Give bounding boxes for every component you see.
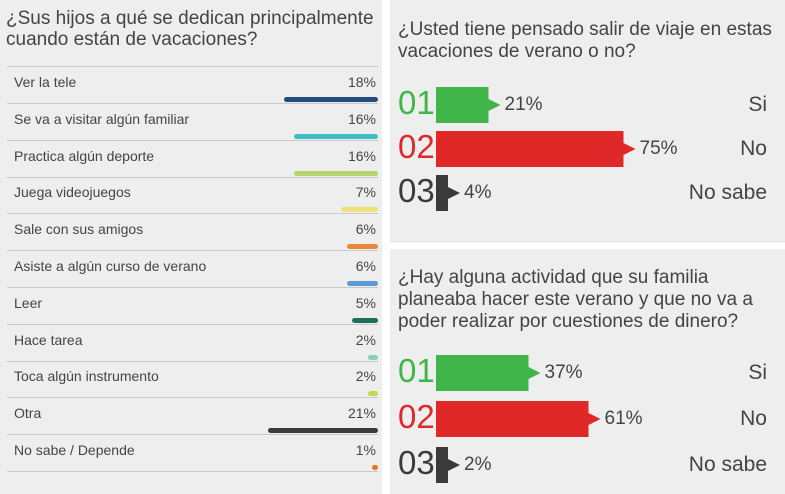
left-bar <box>351 317 378 323</box>
left-row: Asiste a algún curso de verano 6% <box>14 254 378 291</box>
answer-row: 03 4% No sabe <box>398 172 778 213</box>
left-row-value: 5% <box>355 294 376 311</box>
answer-number: 02 <box>398 398 435 435</box>
answer-number: 01 <box>398 84 435 121</box>
left-row-label: Toca algún instrumento <box>14 368 159 385</box>
answer-bar-svg <box>436 131 636 167</box>
right-bottom-question-title: ¿Hay alguna actividad que su familia pla… <box>398 267 753 332</box>
answer-bar-svg <box>436 175 460 211</box>
left-row-value: 2% <box>355 331 376 348</box>
left-row: Toca algún instrumento 2% <box>14 364 378 401</box>
answer-bar <box>436 175 460 211</box>
left-row-rule <box>7 323 378 325</box>
left-row-rule <box>7 397 378 399</box>
answer-bar-svg <box>436 355 541 391</box>
left-row-rule <box>7 103 378 104</box>
left-row-label: Leer <box>14 294 43 311</box>
right-top-question-title: ¿Usted tiene pensado salir de viaje en e… <box>398 19 772 62</box>
left-row-rule <box>7 434 378 436</box>
left-row-rule <box>7 287 378 288</box>
left-bar <box>346 281 378 286</box>
left-bar <box>367 354 378 360</box>
left-row-label: Sale con sus amigos <box>14 221 144 238</box>
answer-value: 75% <box>639 138 678 159</box>
left-title-rule <box>7 66 378 67</box>
left-row: Sale con sus amigos 6% <box>14 217 378 254</box>
answer-bar-svg <box>436 447 460 483</box>
answer-bar-svg <box>436 87 501 123</box>
left-row-rule <box>7 213 378 215</box>
left-row-label: No sabe / Depende <box>14 442 135 458</box>
left-row: Practica algún deporte 16% <box>14 144 378 181</box>
horizontal-divider <box>390 243 785 249</box>
answer-row: 03 2% No sabe <box>398 444 778 485</box>
left-bar <box>341 207 378 213</box>
left-row-rule <box>7 360 378 362</box>
answer-label: No <box>740 407 767 430</box>
left-row: No sabe / Depende 1% <box>14 438 378 475</box>
answer-value: 61% <box>604 408 643 429</box>
left-row-label: Otra <box>14 405 42 422</box>
left-row: Se va a visitar algún familiar 16% <box>14 107 378 144</box>
left-row-value: 7% <box>355 184 376 201</box>
left-row-value: 1% <box>355 442 376 458</box>
left-row: Juega videojuegos 7% <box>14 180 378 217</box>
left-question-title: ¿Sus hijos a qué se dedican principalmen… <box>6 8 374 50</box>
left-bar <box>367 391 378 397</box>
left-row-rule <box>7 250 378 252</box>
answer-value: 2% <box>464 454 492 475</box>
left-row: Ver la tele 18% <box>14 70 378 107</box>
answer-bar <box>436 401 601 437</box>
left-row-value: 6% <box>355 221 376 238</box>
answer-row: 01 21% Si <box>398 84 778 125</box>
left-row: Otra 21% <box>14 401 378 438</box>
left-row-rule <box>7 176 378 178</box>
answer-row: 01 37% Si <box>398 352 778 393</box>
answer-number: 03 <box>398 444 435 481</box>
left-row-label: Juega videojuegos <box>14 184 131 201</box>
answer-bar <box>436 87 501 123</box>
answer-value: 37% <box>544 362 583 383</box>
answer-value: 21% <box>504 94 543 115</box>
left-bar <box>283 97 378 102</box>
answer-row: 02 61% No <box>398 398 778 439</box>
left-row-label: Practica algún deporte <box>14 147 155 164</box>
left-row-value: 2% <box>355 368 376 385</box>
answer-label: No sabe <box>688 181 767 204</box>
answer-label: No <box>740 137 767 160</box>
left-bar <box>346 244 378 250</box>
answer-bar-svg <box>436 401 601 437</box>
left-panel <box>0 0 382 494</box>
left-bar <box>372 465 378 470</box>
left-row-label: Se va a visitar algún familiar <box>14 110 190 127</box>
left-bar <box>294 170 378 176</box>
answer-number: 01 <box>398 352 435 389</box>
answer-label: No sabe <box>688 453 767 476</box>
vertical-divider <box>382 0 390 494</box>
left-row-value: 6% <box>355 258 376 274</box>
left-row-label: Hace tarea <box>14 331 83 348</box>
answer-bar <box>436 447 460 483</box>
left-row-value: 18% <box>347 74 376 90</box>
left-row: Leer 5% <box>14 291 378 328</box>
answer-label: Si <box>748 361 767 384</box>
answer-label: Si <box>748 93 767 116</box>
left-bar <box>268 428 378 434</box>
left-row-label: Ver la tele <box>14 74 77 90</box>
answer-number: 03 <box>398 172 435 209</box>
left-row-value: 21% <box>347 405 376 422</box>
answer-bar <box>436 355 541 391</box>
left-bar <box>294 133 378 139</box>
left-row-value: 16% <box>347 110 376 127</box>
answer-row: 02 75% No <box>398 128 778 169</box>
answer-number: 02 <box>398 128 435 165</box>
answer-bar <box>436 131 636 167</box>
left-row-rule <box>7 471 378 472</box>
left-row: Hace tarea 2% <box>14 328 378 365</box>
left-row-rule <box>7 139 378 141</box>
answer-value: 4% <box>464 182 492 203</box>
left-row-label: Asiste a algún curso de verano <box>14 258 207 274</box>
left-row-value: 16% <box>347 147 376 164</box>
